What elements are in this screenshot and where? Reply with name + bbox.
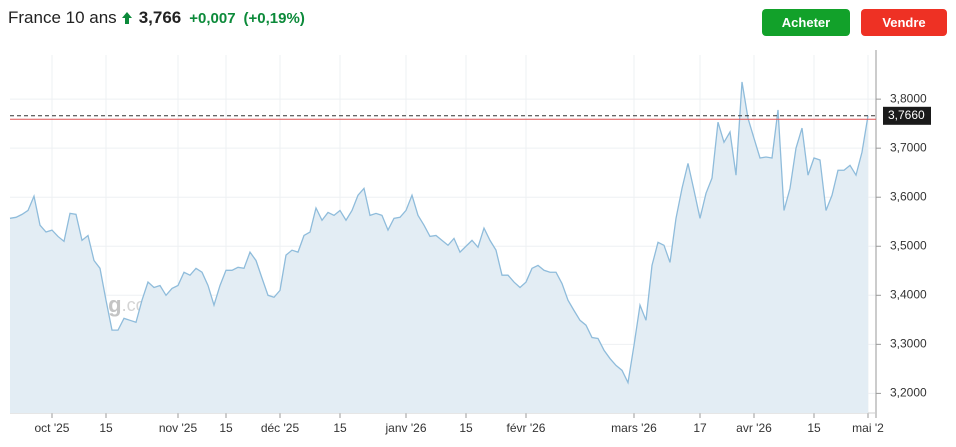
x-tick-label: 15 bbox=[807, 421, 821, 435]
y-tick-label: 3,4000 bbox=[890, 287, 927, 301]
y-tick-label: 3,3000 bbox=[890, 337, 927, 351]
y-tick-label: 3,8000 bbox=[890, 91, 927, 105]
x-tick-label: déc '25 bbox=[261, 421, 300, 435]
x-tick-label: 15 bbox=[99, 421, 113, 435]
x-tick-label: 15 bbox=[219, 421, 233, 435]
x-tick-label: nov '25 bbox=[159, 421, 198, 435]
buy-button[interactable]: Acheter bbox=[762, 9, 850, 36]
area bbox=[10, 81, 868, 414]
y-tick-label: 3,2000 bbox=[890, 386, 927, 400]
line bbox=[9, 81, 869, 385]
last-price-box bbox=[883, 106, 931, 125]
x-tick-label: 17 bbox=[693, 421, 707, 435]
x-tick-label: janv '26 bbox=[385, 421, 427, 435]
y-tick-label: 3,7000 bbox=[890, 140, 927, 154]
last-price-label: 3,7660 bbox=[888, 108, 925, 122]
change: +0,007 bbox=[189, 9, 236, 27]
x-tick-label: avr '26 bbox=[736, 421, 772, 435]
x-tick-label: oct '25 bbox=[35, 421, 70, 435]
change-pct: (+0,19%) bbox=[243, 9, 305, 27]
instrument-name: France 10 ans bbox=[8, 8, 117, 27]
price: 3,766 bbox=[138, 8, 182, 27]
y-tick-label: 3,6000 bbox=[890, 189, 927, 203]
x-tick-label: 15 bbox=[459, 421, 473, 435]
x-tick-label: mai '2 bbox=[852, 421, 884, 435]
sell-button[interactable]: Vendre bbox=[861, 9, 947, 36]
header: France 10 ans 3,766 +0,007 (+0,19%) bbox=[8, 8, 305, 28]
x-tick-label: févr '26 bbox=[507, 421, 546, 435]
y-tick-label: 3,5000 bbox=[890, 238, 927, 252]
x-tick-label: 15 bbox=[333, 421, 347, 435]
x-tick-label: mars '26 bbox=[611, 421, 657, 435]
up-arrow bbox=[121, 12, 132, 24]
